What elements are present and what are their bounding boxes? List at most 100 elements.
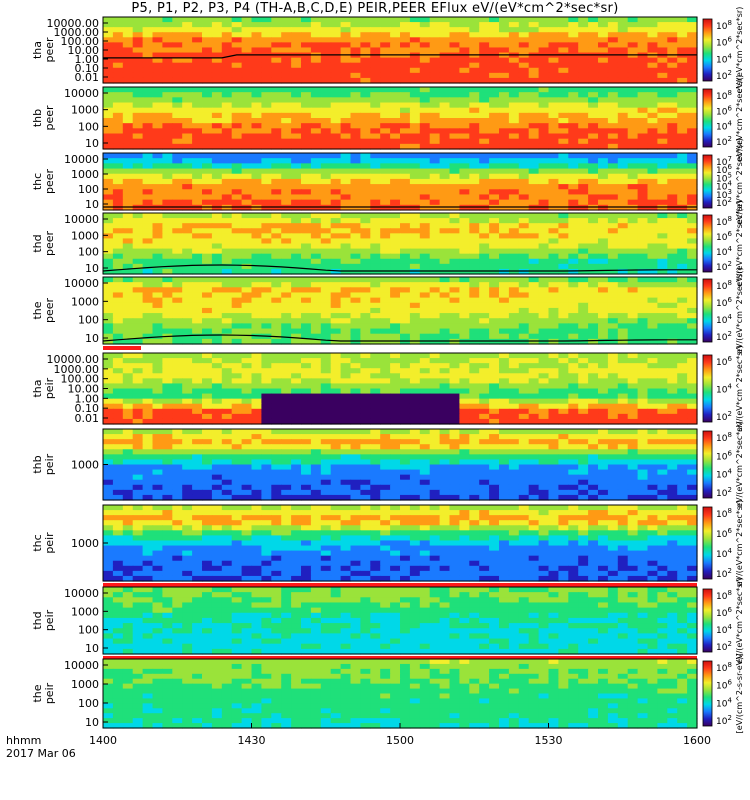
panel-frame	[102, 86, 698, 150]
ytick-label: 1000	[71, 104, 99, 117]
colorbar-tick-label: 102	[716, 135, 732, 148]
colorbar-tick-label: 104	[716, 383, 732, 396]
flag-bar-background	[103, 346, 697, 349]
panel-ylabel: thcpeer	[31, 169, 56, 195]
colorbar	[702, 354, 713, 423]
colorbar-tick-label: 102	[716, 69, 732, 82]
panel-ylabel: thepeer	[31, 298, 56, 324]
colorbar-tick-label: 102	[716, 486, 732, 499]
ytick-label: 1000.00	[54, 363, 100, 376]
ytick-label: 10	[85, 332, 99, 345]
ytick-label: 100	[78, 624, 99, 637]
heatmap-the-peer	[103, 277, 698, 345]
figure-title: P5, P1, P2, P3, P4 (TH-A,B,C,D,E) PEIR,P…	[131, 1, 619, 16]
colorbar	[702, 506, 713, 580]
colorbar-tick-label: 104	[716, 245, 732, 258]
panel-frame	[102, 212, 698, 275]
panel-ylabel: thdpeir	[31, 609, 56, 631]
ytick-label: 100	[78, 314, 99, 327]
colorbar-label: eV/(eV*cm^2*sec*sr)	[735, 138, 744, 225]
colorbar-tick-label: 104	[716, 52, 732, 65]
panel-ylabel: thapeir	[31, 377, 56, 399]
colorbar-tick-label: 108	[716, 215, 732, 228]
ytick-label: 10000.00	[47, 353, 100, 366]
ytick-label: 1000	[71, 229, 99, 242]
colorbar-tick-label: 104	[716, 120, 732, 133]
heatmap-the-peir	[103, 659, 698, 729]
colorbar	[702, 588, 713, 653]
panel-thc-peir: 1000 thcpeir 108 106 104 102 eV/(eV*cm^2*sec*s…	[31, 500, 744, 587]
panel-ylabel: thapeer	[31, 37, 56, 63]
heatmap-tha-peir	[103, 353, 698, 425]
scpot-line	[102, 264, 697, 272]
ytick-label: 10000.00	[47, 17, 100, 30]
colorbar-tick-label: 106	[716, 449, 732, 462]
ytick-label: 1000	[71, 459, 99, 472]
ytick-label: 10000	[64, 277, 99, 290]
ytick-label: 0.01	[75, 412, 100, 425]
xtick-label: 1430	[238, 734, 266, 747]
panel-frame	[102, 586, 698, 655]
ytick-label: 1000	[71, 295, 99, 308]
ytick-label: 10000	[64, 87, 99, 100]
ytick-label: 100	[78, 246, 99, 259]
heatmap-thb-peir	[103, 429, 698, 501]
colorbar	[702, 660, 713, 727]
ytick-label: 1.00	[75, 53, 100, 66]
panel-ylabel: thbpeer	[31, 105, 56, 131]
colorbar-tick-label: 106	[716, 104, 732, 117]
heatmap-thb-peer	[103, 87, 698, 150]
ytick-label: 0.01	[75, 71, 100, 84]
panel-ylabel: thbpeir	[31, 453, 56, 475]
ytick-label: 10	[85, 137, 99, 150]
scpot-line	[103, 54, 697, 59]
ytick-label: 10.00	[68, 383, 100, 396]
xtick-label: 1400	[89, 734, 117, 747]
colorbar-tick-label: 106	[716, 296, 732, 309]
panel-the-peer: 10000 1000 100 10 thepeer 108 106 104 102 eV/(eV*…	[31, 267, 744, 354]
panel-thd-peir: 10000 1000 100 10 thdpeir 108 106 104 102 eV/(eV*…	[31, 577, 744, 664]
colorbar-label: eV/(eV*cm^2*sec*sr)	[735, 267, 744, 354]
ytick-label: 100.00	[61, 35, 100, 48]
colorbar-label: eV/(eV*cm^2*sec*sr)	[735, 345, 744, 432]
colorbar-label: eV/(eV*cm^2*sec*sr)	[735, 7, 744, 94]
colorbar-tick-label: 104	[716, 468, 732, 481]
colorbar	[702, 278, 713, 343]
scpot-line	[102, 334, 697, 342]
colorbar-tick-label: 108	[716, 589, 732, 602]
colorbar-tick-label: 108	[716, 279, 732, 292]
ytick-label: 1000	[71, 605, 99, 618]
colorbar-tick-label: 106	[716, 230, 732, 243]
ytick-label: 0.10	[75, 62, 100, 75]
colorbar-label: eV/(eV*cm^2*sec*sr)	[735, 421, 744, 508]
heatmap-thc-peir	[103, 505, 698, 582]
flag-bar	[103, 346, 141, 350]
ytick-label: 100.00	[61, 373, 100, 386]
panel-ylabel: thepeir	[31, 682, 56, 704]
colorbar	[702, 18, 713, 82]
flag-bar-background	[103, 730, 697, 733]
ytick-label: 100	[78, 120, 99, 133]
colorbar-tick-label: 108	[716, 19, 732, 32]
ytick-label: 100	[78, 697, 99, 710]
colorbar-tick-label: 102	[716, 567, 732, 580]
colorbar-tick-label: 102	[716, 410, 732, 423]
ytick-label: 1000	[71, 537, 99, 550]
colorbar-tick-label: 102	[716, 330, 732, 343]
ytick-label: 10000	[64, 153, 99, 166]
xtick-label: 1600	[683, 734, 711, 747]
colorbar-tick-label: 104	[716, 623, 732, 636]
heatmap-thd-peir	[103, 587, 698, 655]
colorbar	[702, 88, 713, 148]
colorbar-tick-label: 106	[716, 36, 732, 49]
colorbar-tick-label: 106	[716, 355, 732, 368]
colorbar-label: eV/(eV*cm^2*sec*sr)	[735, 75, 744, 162]
panel-ylabel: thcpeir	[31, 532, 56, 554]
panel-frame	[102, 276, 698, 345]
colorbar-tick-label: 104	[716, 547, 732, 560]
colorbar	[702, 430, 713, 499]
ytick-label: 10.00	[68, 44, 100, 57]
